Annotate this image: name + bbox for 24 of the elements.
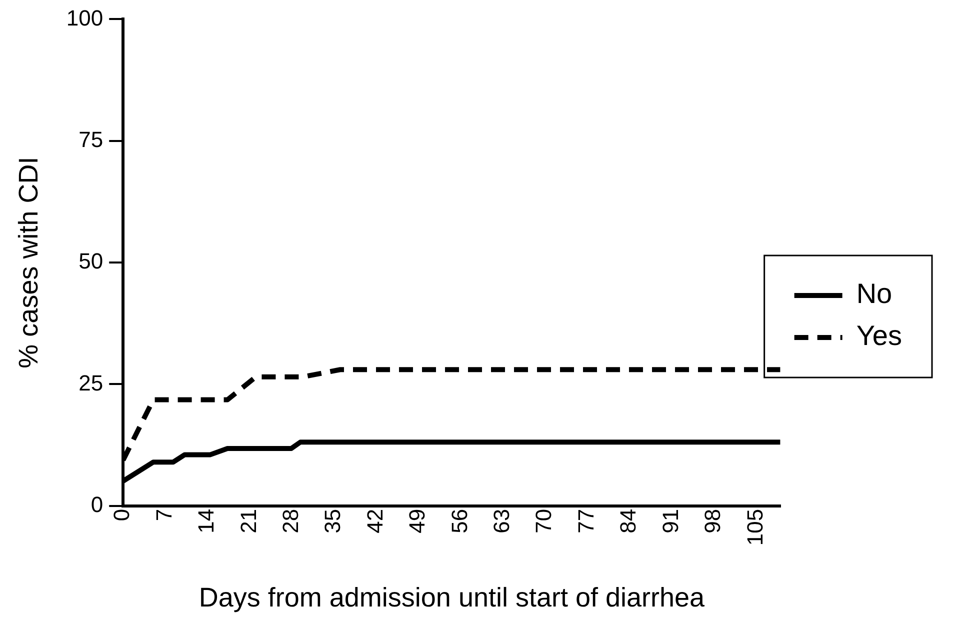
x-tick-label: 42 — [362, 508, 388, 534]
legend-label: No — [856, 278, 892, 310]
x-tick-label: 21 — [236, 508, 261, 534]
x-tick-label: 56 — [446, 508, 472, 534]
y-axis-title: % cases with CDI — [14, 156, 44, 368]
x-tick-label: 35 — [320, 508, 346, 534]
x-tick-label: 91 — [658, 508, 683, 534]
y-tick-label: 75 — [78, 126, 104, 152]
y-tick-label: 25 — [78, 370, 104, 396]
x-tick-label: 28 — [278, 508, 303, 534]
y-tick-label: 100 — [66, 5, 104, 30]
legend-label: Yes — [856, 320, 902, 352]
x-tick-label: 49 — [404, 508, 430, 534]
x-tick-label: 14 — [194, 508, 219, 534]
x-tick-label: 98 — [700, 508, 726, 534]
x-tick-label: 77 — [573, 508, 598, 534]
x-axis-title: Days from admission until start of diarrhea — [198, 582, 706, 612]
x-tick-label: 0 — [109, 508, 134, 522]
x-tick-label: 7 — [151, 508, 176, 522]
x-tick-label: 63 — [489, 508, 514, 534]
x-tick-label: 84 — [616, 508, 641, 534]
x-tick-label: 105 — [742, 508, 768, 546]
x-tick-label: 70 — [531, 508, 556, 534]
y-tick-label: 50 — [78, 248, 104, 274]
